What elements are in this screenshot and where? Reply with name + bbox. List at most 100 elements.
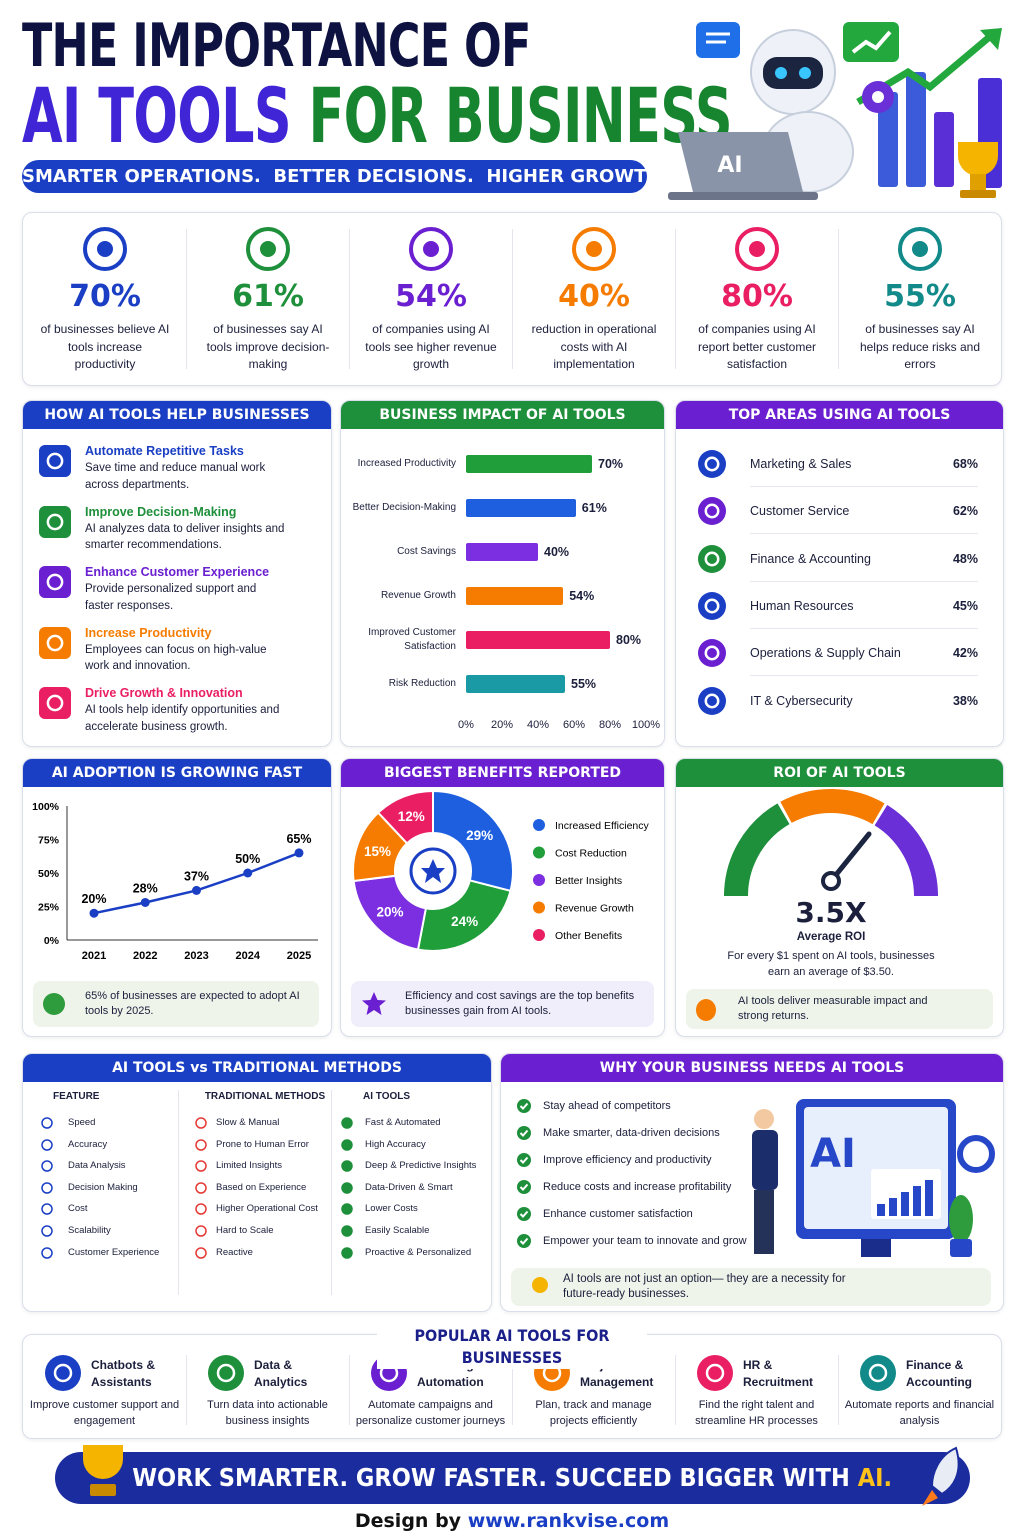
gear-hole <box>872 91 884 103</box>
credit: Design by www.rankvise.com <box>0 1508 1024 1534</box>
why-item: Make smarter, data-driven decisions <box>543 1127 720 1139</box>
area-name: Customer Service <box>750 504 850 519</box>
icon-glyph <box>704 456 720 472</box>
icon-bg <box>697 1355 733 1391</box>
arrow-head <box>980 28 1002 50</box>
table-cell: Accuracy <box>68 1138 108 1150</box>
coins <box>696 999 716 1021</box>
plant <box>949 1195 973 1243</box>
icon-circle <box>41 1160 53 1172</box>
screen-bar <box>901 1192 909 1216</box>
donut-center-icon <box>409 847 457 895</box>
panel-title: BIGGEST BENEFITS REPORTED <box>341 759 664 787</box>
help-item-text: Save time and reduce manual work across … <box>85 462 266 491</box>
tool-name: HR & Recruitment <box>743 1358 814 1389</box>
banner-text: WORK SMARTER. GROW FASTER. SUCCEED BIGGE… <box>132 1463 851 1492</box>
icon-dot <box>423 241 439 257</box>
bar-category: Cost Savings <box>397 546 456 557</box>
icon-bg <box>698 591 726 620</box>
person-body <box>752 1130 778 1190</box>
x-tick-label: 2022 <box>133 950 157 962</box>
tool-name: Finance & Accounting <box>906 1358 972 1389</box>
tool-text: Plan, track and manage projects efficien… <box>535 1399 652 1427</box>
icon-circle <box>341 1182 353 1194</box>
note-icon <box>696 999 716 1021</box>
table-cell: Fast & Automated <box>365 1117 441 1128</box>
help-item-text: Employees can focus on high-value work a… <box>85 643 267 673</box>
bar-category: Better Decision-Making <box>352 502 456 513</box>
icon-dot <box>749 241 765 257</box>
donut-segment <box>376 789 434 845</box>
impact-chart-panel: BUSINESS IMPACT OF AI TOOLS Increased Pro… <box>340 400 665 747</box>
feature-icon <box>41 1182 53 1194</box>
line-chart: 0% 25% 50% 75% 100% 20% 2021 28% 2022 37% 2023 50% 2… <box>32 801 318 962</box>
credit-url[interactable]: www.rankvise.com <box>467 1510 670 1532</box>
tagline: SMARTER OPERATIONS. BETTER DECISIONS. HI… <box>22 160 668 193</box>
gear <box>957 1135 995 1173</box>
adoption-note-box: 65% of businesses are expected to adopt … <box>33 981 319 1027</box>
area-value: 38% <box>952 693 978 708</box>
legend-label: Increased Efficiency <box>555 820 650 832</box>
donut-segment <box>432 789 514 893</box>
chart-bubble <box>843 22 899 62</box>
icon-glyph <box>46 634 64 651</box>
feature-icon <box>41 1203 53 1216</box>
benefits-note: Efficiency and cost savings are the top … <box>405 990 635 1017</box>
laptop-label: AI <box>717 153 742 178</box>
bar <box>466 631 610 649</box>
why-item: Enhance customer satisfaction <box>543 1208 693 1220</box>
divider <box>838 229 839 369</box>
icon-ring <box>409 227 453 271</box>
icon-bg <box>698 450 726 478</box>
hero-illustration: AI <box>668 22 1002 200</box>
bar-category: Revenue Growth <box>380 590 456 601</box>
deco-bar <box>934 112 954 187</box>
x-tick-label: 80% <box>598 719 622 731</box>
cross-icon <box>195 1138 207 1151</box>
icon <box>860 1355 896 1391</box>
icon-glyph <box>705 1363 725 1383</box>
bulb <box>532 1277 548 1293</box>
adoption-chart-panel: AI ADOPTION IS GROWING FAST 0% 25% 50% 75% 10… <box>22 758 332 1037</box>
credit-prefix: Design by <box>354 1510 462 1532</box>
legend-swatch <box>533 874 545 886</box>
stat-text: of companies using AI report better cust… <box>697 322 817 371</box>
icon-circle <box>195 1160 207 1172</box>
icon-dot <box>586 241 602 257</box>
why-item: Stay ahead of competitors <box>543 1100 671 1112</box>
x-tick-label: 2025 <box>287 950 311 962</box>
popular-panel: Chatbots & Assistants Improve customer su… <box>22 1334 1002 1439</box>
check-mark <box>519 1102 529 1110</box>
segment-label: 15% <box>364 844 391 859</box>
stat-value: 70% <box>69 279 141 314</box>
legend-swatch <box>533 819 545 831</box>
icon <box>698 450 726 478</box>
x-tick-label: 0% <box>458 719 474 731</box>
icon-glyph <box>53 1363 73 1383</box>
help-item-title: Drive Growth & Innovation <box>85 686 243 700</box>
laptop-base <box>668 192 818 200</box>
star-icon <box>421 859 445 883</box>
divider <box>186 1355 187 1425</box>
icon <box>39 626 71 659</box>
check-icon <box>341 1160 353 1172</box>
point-label: 20% <box>81 892 106 906</box>
icon-bg <box>208 1355 244 1391</box>
row-divider <box>750 486 978 487</box>
why-item: Improve efficiency and productivity <box>543 1154 712 1166</box>
col-divider <box>331 1090 332 1295</box>
title-business: FOR BUSINESS <box>308 71 733 160</box>
icon-bg <box>698 497 726 526</box>
title-line-2: AI TOOLS FOR BUSINESS <box>22 76 733 156</box>
icon-glyph <box>46 513 64 530</box>
roi-note: AI tools deliver measurable impact and s… <box>738 995 928 1022</box>
why-item: Empower your team to innovate and grow <box>543 1235 747 1247</box>
icon-circle <box>41 1182 53 1194</box>
why-panel: WHY YOUR BUSINESS NEEDS AI TOOLS Stay ahe… <box>500 1053 1004 1312</box>
bar <box>466 675 565 693</box>
icon-bg <box>698 686 726 715</box>
check-icon <box>517 1153 531 1167</box>
help-panel: HOW AI TOOLS HELP BUSINESSES Automate Rep… <box>22 400 332 747</box>
bulb-icon <box>532 1277 548 1293</box>
trophy-cup <box>83 1445 123 1479</box>
